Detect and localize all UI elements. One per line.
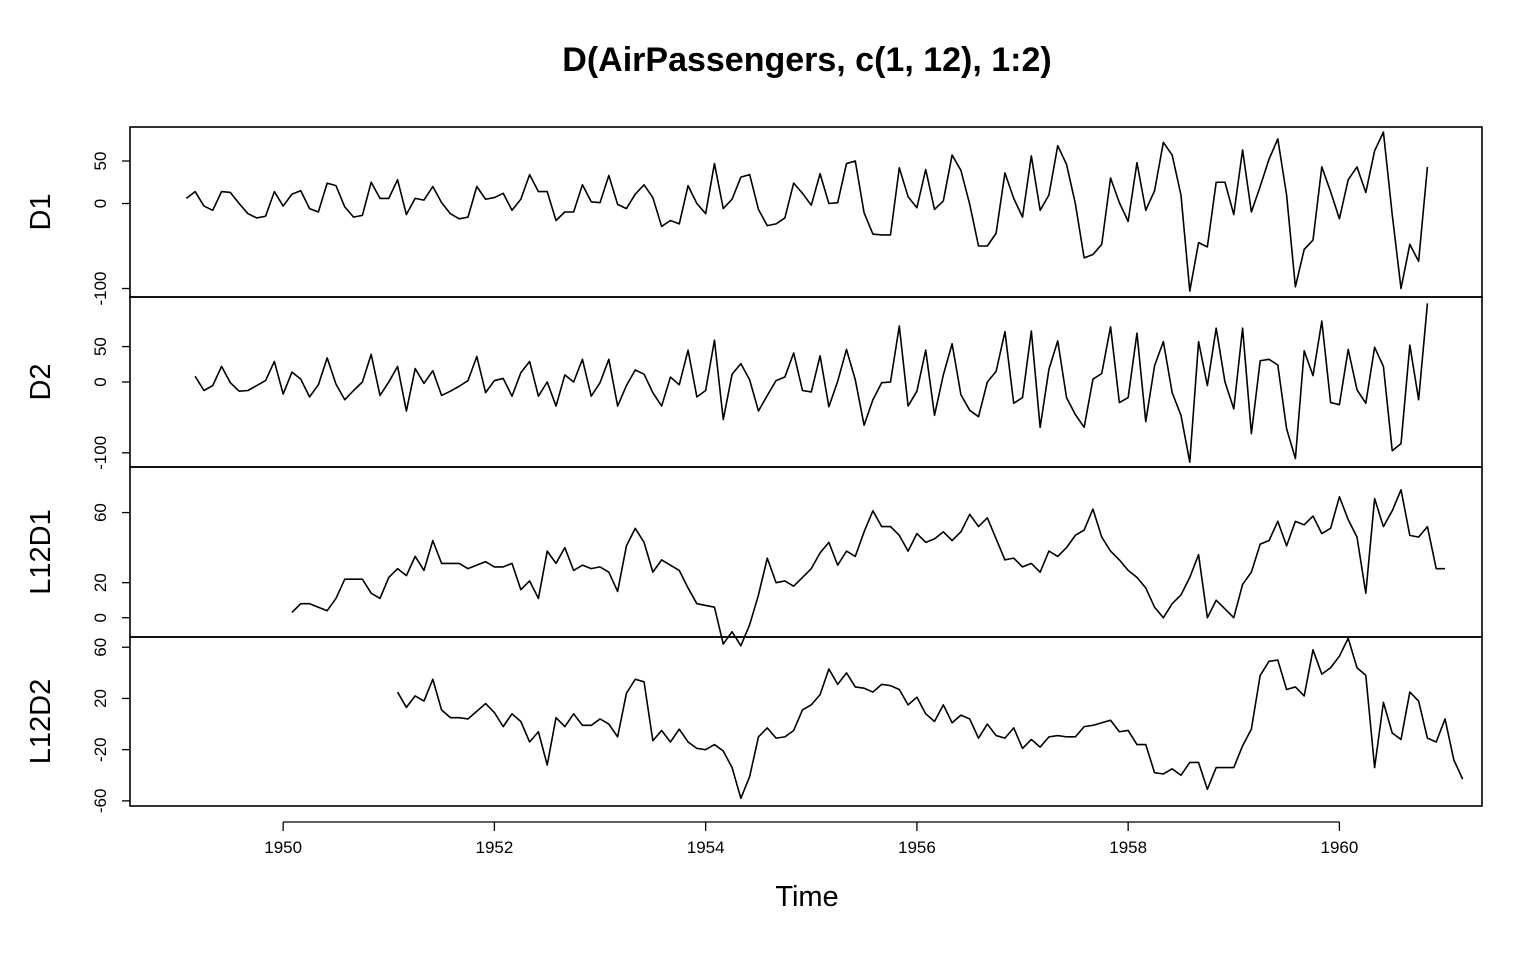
x-axis-label: Time bbox=[775, 881, 838, 913]
y-tick-label: -20 bbox=[91, 737, 110, 762]
panel-label: L12D1 bbox=[25, 509, 57, 594]
panel-l12d1: 60 20 0 L12D1 bbox=[25, 466, 1483, 647]
y-tick-label: 20 bbox=[91, 573, 110, 592]
y-tick-label: 50 bbox=[91, 337, 110, 356]
x-tick-label: 1952 bbox=[475, 838, 513, 857]
y-tick-label: -100 bbox=[91, 436, 110, 470]
y-tick-label: 0 bbox=[91, 613, 110, 622]
y-tick-label: 60 bbox=[91, 503, 110, 522]
y-tick-label: -60 bbox=[91, 789, 110, 814]
y-tick-label: 0 bbox=[91, 377, 110, 386]
chart-title: D(AirPassengers, c(1, 12), 1:2) bbox=[562, 41, 1051, 79]
series-line-l12d2 bbox=[396, 637, 1464, 800]
panels-group: 50 0 -100 D1 50 0 -100 D2 60 20 0 L12D1 60 20 -20 -60 L1… bbox=[25, 126, 1483, 814]
y-tick-label: 60 bbox=[91, 638, 110, 657]
panel-d1: 50 0 -100 D1 bbox=[25, 126, 1483, 306]
panel-l12d2: 60 20 -20 -60 L12D2 bbox=[25, 636, 1483, 814]
series-line-d1 bbox=[185, 131, 1429, 292]
y-tick-label: -100 bbox=[91, 271, 110, 305]
x-tick-label: 1956 bbox=[898, 838, 936, 857]
panel-label: D2 bbox=[25, 363, 57, 400]
x-tick-label: 1954 bbox=[687, 838, 725, 857]
panel-label: D1 bbox=[25, 193, 57, 230]
x-tick-label: 1958 bbox=[1109, 838, 1147, 857]
panel-label: L12D2 bbox=[25, 679, 57, 764]
panel-frame bbox=[129, 296, 1483, 468]
y-tick-label: 0 bbox=[91, 199, 110, 208]
panel-d2: 50 0 -100 D2 bbox=[25, 296, 1483, 470]
panel-frame bbox=[129, 636, 1483, 807]
x-tick-label: 1950 bbox=[264, 838, 302, 857]
panel-frame bbox=[129, 466, 1483, 638]
x-axis: 1950 1952 1954 1956 1958 1960 bbox=[264, 821, 1358, 857]
y-tick-label: 50 bbox=[91, 152, 110, 171]
x-tick-label: 1960 bbox=[1320, 838, 1358, 857]
series-line-d2 bbox=[194, 303, 1429, 463]
series-line-l12d1 bbox=[291, 488, 1446, 647]
y-tick-label: 20 bbox=[91, 689, 110, 708]
